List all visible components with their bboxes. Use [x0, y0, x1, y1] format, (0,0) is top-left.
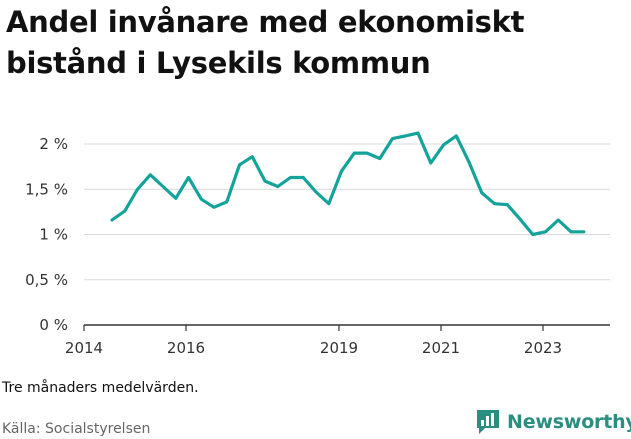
chart-note: Tre månaders medelvärden.	[2, 380, 199, 396]
x-tick-label: 2016	[167, 339, 205, 357]
series-line	[110, 131, 586, 237]
brand-logo[interactable]: Newsworthy	[475, 408, 631, 436]
y-tick-label: 2 %	[39, 135, 68, 153]
chart-title: Andel invånare med ekonomiskt bistånd i …	[6, 5, 525, 80]
newsworthy-icon	[477, 410, 499, 434]
source-text: Källa: Socialstyrelsen	[2, 421, 151, 437]
x-axis: 2014 2016 2019 2021 2023	[65, 324, 610, 357]
y-tick-label: 0 %	[39, 316, 68, 334]
x-tick-label: 2014	[65, 339, 103, 357]
y-tick-label: 1,5 %	[25, 180, 68, 198]
y-tick-label: 1 %	[39, 226, 68, 244]
series-layer	[110, 131, 586, 237]
x-tick-label: 2023	[524, 339, 562, 357]
x-tick-label: 2019	[320, 339, 358, 357]
y-axis-ticks: 0 % 0,5 % 1 % 1,5 % 2 %	[25, 135, 68, 334]
gridlines	[84, 143, 610, 281]
y-tick-label: 0,5 %	[25, 271, 68, 289]
x-tick-label: 2021	[422, 339, 460, 357]
brand-name: Newsworthy	[507, 411, 631, 433]
